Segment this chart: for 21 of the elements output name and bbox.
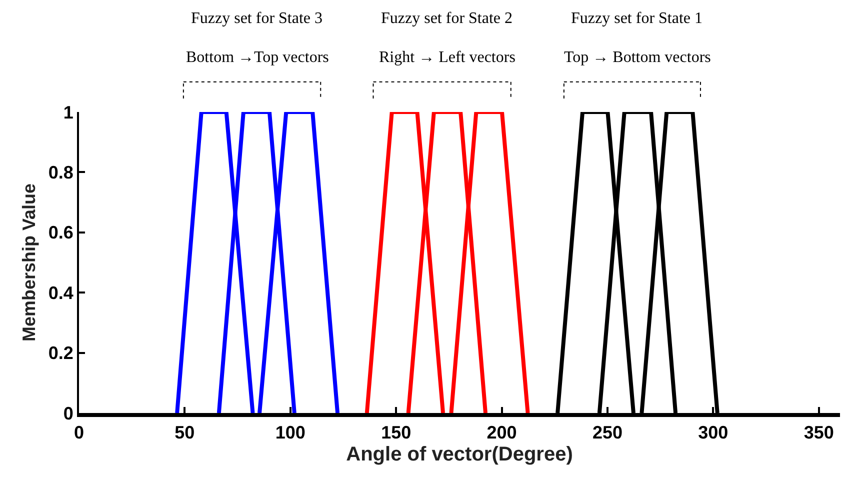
x-tick-label: 350	[804, 422, 834, 443]
y-tick-label: 0	[63, 403, 74, 424]
y-tick-label: 0.6	[48, 222, 74, 243]
y-axis-title: Membership Value	[19, 183, 40, 342]
text: Top → Bottom vectors	[564, 49, 711, 66]
text: Fuzzy set for State 3	[191, 10, 323, 27]
x-axis-title: Angle of vector(Degree)	[346, 444, 573, 466]
y-tick-label: 0.2	[48, 343, 74, 364]
x-tick-label: 300	[698, 422, 728, 443]
text: Bottom →Top vectors	[186, 49, 329, 66]
text: Fuzzy set for State 1	[571, 10, 703, 27]
x-tick-label: 150	[381, 422, 412, 443]
x-tick-label: 250	[592, 422, 622, 443]
y-tick-label: 1	[63, 102, 74, 122]
x-tick-label: 200	[486, 422, 517, 443]
x-tick-label: 100	[275, 422, 306, 443]
x-tick-label: 50	[174, 422, 195, 443]
text: Right → Left vectors	[379, 49, 516, 66]
text: Fuzzy set for State 2	[381, 10, 513, 27]
y-tick-label: 0.8	[48, 162, 74, 182]
y-tick-label: 0.4	[48, 282, 74, 303]
